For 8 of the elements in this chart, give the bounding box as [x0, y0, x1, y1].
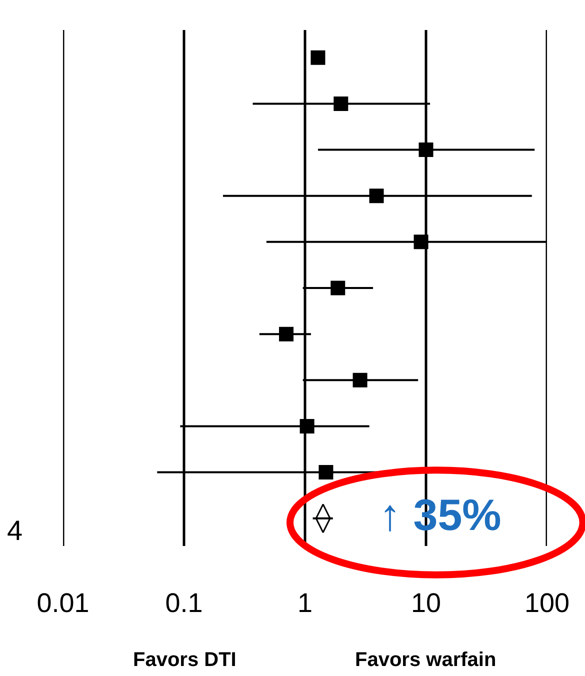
x-tick-label: 0.01: [36, 588, 90, 618]
text: Favors warfain: [355, 649, 496, 671]
text: 4: [7, 515, 23, 546]
text: Favors DTI: [133, 649, 236, 671]
x-tick-label: 0.1: [165, 588, 203, 618]
x-tick-label: 10: [410, 588, 442, 618]
x-tick-label: 100: [524, 588, 570, 618]
x-tick-label: 1: [297, 588, 313, 618]
